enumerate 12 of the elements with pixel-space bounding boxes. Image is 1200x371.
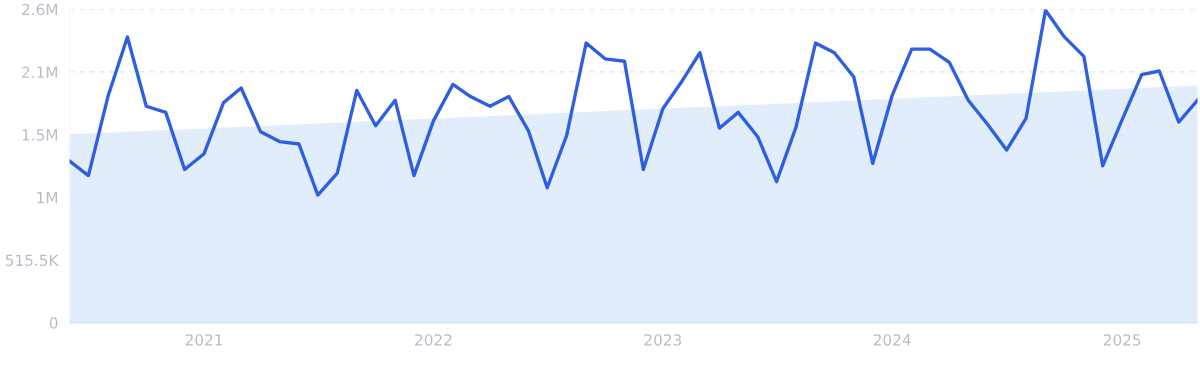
y-tick-label: 2.1M (22, 66, 57, 78)
line-series (69, 9, 1198, 197)
y-tick-label: 515.5K (5, 254, 59, 267)
x-tick-label: 2023 (644, 334, 682, 346)
x-tick-label: 2025 (1103, 334, 1141, 346)
y-tick-label: 0 (49, 317, 58, 329)
x-tick-label: 2021 (185, 334, 223, 346)
y-tick-label: 1.5M (22, 129, 57, 141)
y-tick-label: 2.6M (22, 3, 57, 16)
x-tick-label: 2024 (873, 334, 911, 346)
x-tick-label: 2022 (415, 334, 452, 346)
y-tick-label: 1M (37, 192, 57, 204)
